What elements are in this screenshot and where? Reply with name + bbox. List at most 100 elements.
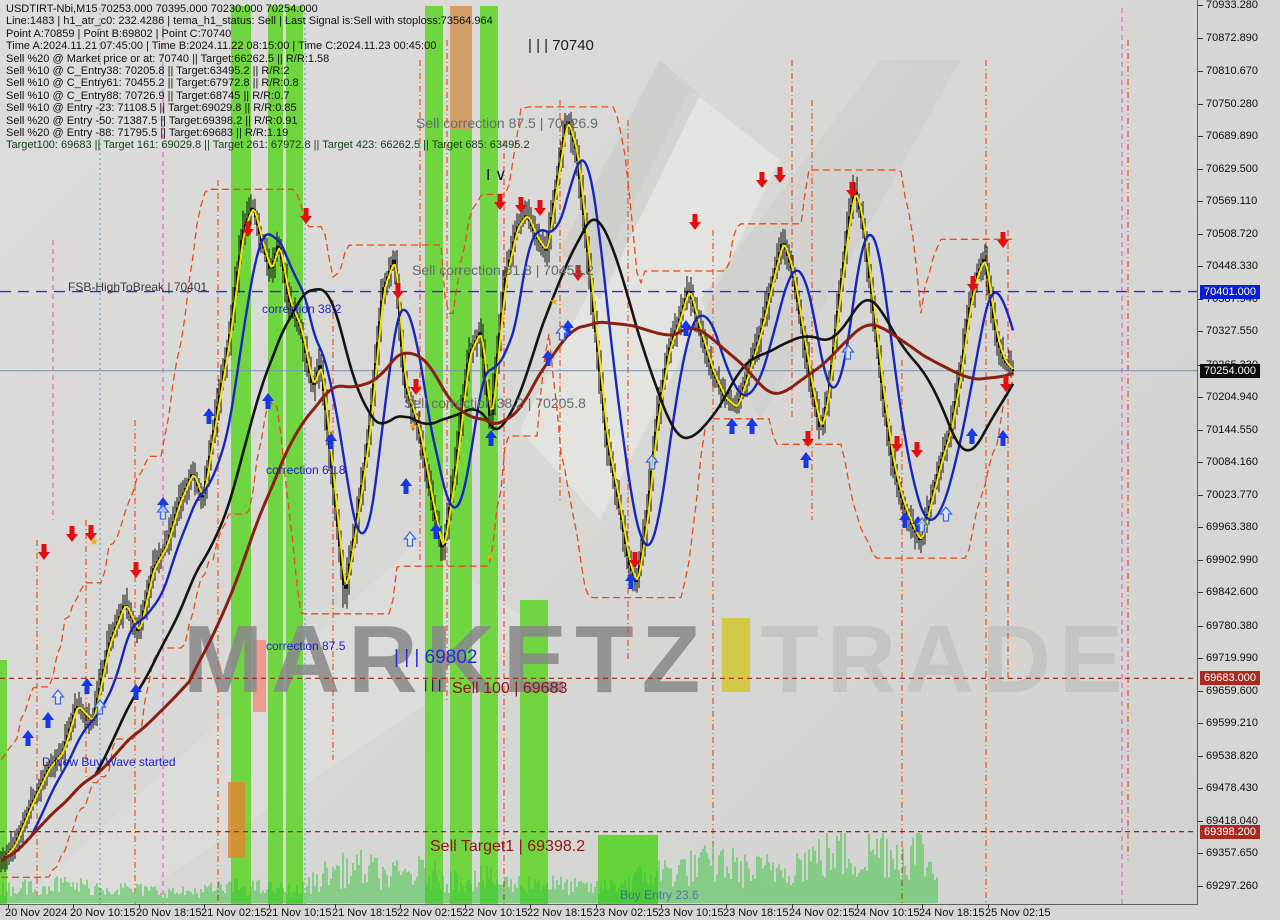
buy-arrow-icon [325, 433, 337, 449]
price-tick-mark [1198, 430, 1203, 431]
info-line-8: Sell %10 @ C_Entry88: 70726.9 || Target:… [6, 89, 290, 102]
highlight-stripe [480, 6, 498, 904]
info-line-10: Sell %20 @ Entry -50: 71387.5 || Target:… [6, 114, 298, 127]
hollow-buy-arrow-icon [93, 698, 107, 715]
highlight-stripe [0, 660, 7, 904]
time-tick-mark [792, 904, 793, 908]
price-tick-label: 70872.890 [1206, 32, 1258, 44]
buy-arrow-icon [42, 712, 54, 728]
price-tick-mark [1198, 169, 1203, 170]
price-tick-label: 70750.280 [1206, 98, 1258, 110]
chart-annotations: | | | 70740 Sell correction 87.5 | 70726.… [42, 37, 699, 901]
time-tick-mark [400, 904, 401, 908]
price-tick-label: 70933.280 [1206, 0, 1258, 11]
price-tick-label: 69538.820 [1206, 750, 1258, 762]
buy-arrow-icon [746, 418, 758, 434]
highlight-stripe [450, 6, 472, 130]
price-chart[interactable]: MARKETZ TRADE ★ ★ ★ ★ | | | 70740 Sell correc… [0, 0, 1198, 905]
info-line-11: Sell %20 @ Entry -88: 71795.5 || Target:… [6, 127, 289, 140]
annotation-text: | | | 70740 [528, 37, 594, 54]
info-line-6: Sell %10 @ C_Entry38: 70205.8 || Target:… [6, 65, 290, 78]
highlight-stripe [520, 600, 548, 904]
annotation-text: correction 87.5 [266, 639, 346, 653]
buy-arrow-icon [400, 478, 412, 494]
price-tick-label: 70084.160 [1206, 456, 1258, 468]
annotation-text: | | | [424, 677, 442, 692]
info-line-12: Target100: 69683 || Target 161: 69029.8 … [6, 139, 530, 152]
price-tick-label: 70569.110 [1206, 195, 1258, 207]
sell-arrow-icon [846, 182, 858, 198]
hollow-buy-arrow-icon [645, 453, 659, 470]
info-line-1: USDTIRT-Nbi,M15 70253.000 70395.000 7023… [6, 3, 318, 15]
price-tick-label: 69902.990 [1206, 554, 1258, 566]
time-tick-mark [530, 904, 531, 908]
price-highlight-label: 69683.000 [1200, 671, 1260, 685]
annotation-text: D New Buy Wave started [42, 755, 176, 769]
buy-arrow-icon [430, 523, 442, 539]
highlight-stripe [268, 6, 283, 904]
info-line-9: Sell %10 @ Entry -23: 71108.5 || Target:… [6, 102, 297, 115]
star-icon: ★ [408, 421, 418, 433]
price-highlight-label: 70254.000 [1200, 364, 1260, 378]
watermark-marketz: MARKETZ [183, 606, 709, 713]
price-tick-label: 70023.770 [1206, 489, 1258, 501]
price-tick-mark [1198, 658, 1203, 659]
buy-arrow-icon [542, 350, 554, 366]
sell-arrow-icon [534, 200, 546, 216]
sell-arrow-icon [515, 197, 527, 213]
time-label: 20 Nov 18:15 [136, 907, 202, 919]
ma-line-fast [0, 123, 1014, 862]
time-label: 22 Nov 18:15 [527, 907, 593, 919]
price-tick-mark [1198, 234, 1203, 235]
sell-arrow-icon [494, 194, 506, 210]
price-tick-label: 69780.380 [1206, 620, 1258, 632]
price-axis[interactable]: 70933.280 70872.890 70810.670 70750.280 7068… [1198, 0, 1280, 904]
time-tick-mark [988, 904, 989, 908]
price-tick-mark [1198, 560, 1203, 561]
price-tick-label: 70448.330 [1206, 260, 1258, 272]
price-tick-label: 69418.040 [1206, 815, 1258, 827]
time-tick-mark [335, 904, 336, 908]
hollow-buy-arrow-icon [841, 343, 855, 360]
buy-arrow-icon [203, 408, 215, 424]
info-line-2: Line:1483 | h1_atr_c0: 232.4286 | tema_h… [6, 15, 493, 28]
sell-arrow-icon [572, 265, 584, 281]
time-label: 23 Nov 18:15 [723, 907, 789, 919]
time-tick-mark [8, 904, 9, 908]
price-tick-label: 70689.890 [1206, 130, 1258, 142]
price-tick-label: 69963.380 [1206, 521, 1258, 533]
ma-line-trend [0, 320, 1014, 863]
time-tick-mark [857, 904, 858, 908]
price-tick-mark [1198, 691, 1203, 692]
star-icon: ★ [549, 296, 559, 308]
star-icon: ★ [485, 551, 495, 563]
price-tick-mark [1198, 104, 1203, 105]
buy-arrow-icon [262, 393, 274, 409]
price-tick-label: 69659.600 [1206, 685, 1258, 697]
time-axis[interactable]: 20 Nov 2024 20 Nov 10:15 20 Nov 18:15 21 No… [0, 904, 1280, 920]
price-tick-label: 70204.940 [1206, 391, 1258, 403]
annotation-text: Sell correction 61.8 | 70455.2 [412, 262, 594, 278]
time-label: 20 Nov 10:15 [70, 907, 136, 919]
price-highlight-label: 70401.000 [1200, 285, 1260, 299]
time-tick-mark [596, 904, 597, 908]
watermark-trade: TRADE [760, 606, 1131, 713]
price-tick-mark [1198, 592, 1203, 593]
price-tick-mark [1198, 5, 1203, 6]
buy-arrow-icon [81, 678, 93, 694]
envelope-lower [1, 333, 1013, 878]
time-tick-mark [726, 904, 727, 908]
price-tick-label: 69478.430 [1206, 782, 1258, 794]
price-highlight-label: 69398.200 [1200, 825, 1260, 839]
info-panel: USDTIRT-Nbi,M15 70253.000 70395.000 7023… [6, 3, 530, 152]
hollow-buy-arrow-icon [555, 324, 569, 341]
time-tick-mark [465, 904, 466, 908]
time-tick-mark [922, 904, 923, 908]
price-tick-mark [1198, 853, 1203, 854]
buy-arrow-icon [562, 320, 574, 336]
price-tick-mark [1198, 201, 1203, 202]
sell-arrow-icon [130, 562, 142, 578]
price-tick-mark [1198, 788, 1203, 789]
highlight-stripe [598, 835, 658, 904]
